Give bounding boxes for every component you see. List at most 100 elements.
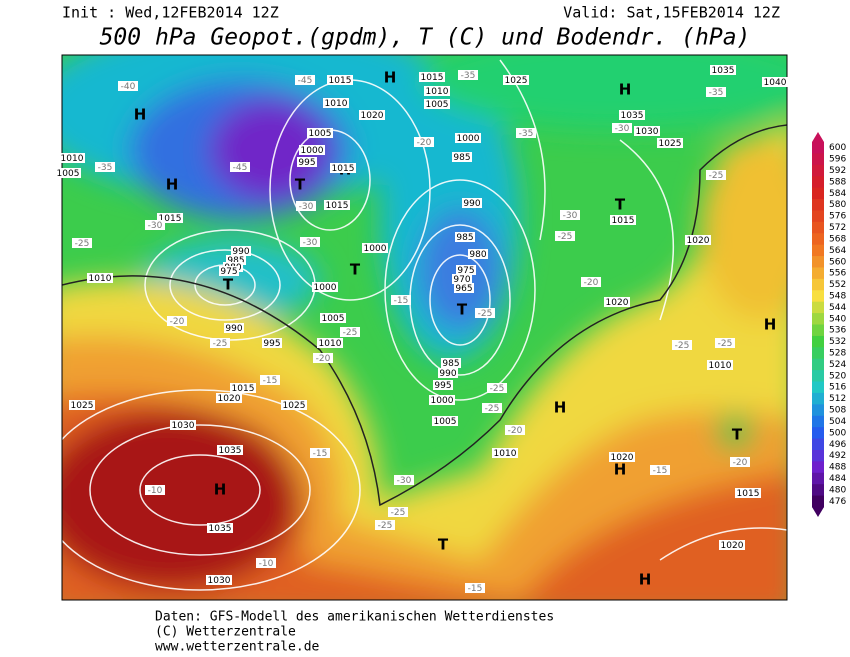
isobar-label: 1015: [612, 216, 635, 226]
label-box: [375, 520, 395, 530]
label-box: [492, 448, 518, 458]
pressure-center: H: [639, 571, 652, 589]
temperature-label: -15: [313, 449, 328, 459]
temperature-label: -35: [709, 88, 724, 98]
temperature-label: -30: [563, 211, 578, 221]
temperature-label: -20: [170, 317, 185, 327]
label-box: [414, 137, 434, 147]
legend-cell: [812, 210, 824, 223]
isobar-label: 1005: [426, 100, 449, 110]
label-box: [145, 220, 165, 230]
label-box: [230, 162, 250, 172]
label-box: [224, 323, 244, 333]
label-box: [468, 249, 488, 259]
label-box: [300, 237, 320, 247]
temperature-label: -35: [519, 129, 534, 139]
label-box: [299, 145, 325, 155]
label-box: [458, 70, 478, 80]
isobar-label: 1010: [426, 87, 449, 97]
footer-url: www.wetterzentrale.de: [155, 640, 320, 655]
legend-cell: [812, 142, 824, 154]
isobar-label: 995: [298, 158, 315, 168]
legend-cell: [812, 472, 824, 485]
label-box: [719, 540, 745, 550]
pressure-center: T: [457, 301, 468, 319]
label-box: [735, 488, 761, 498]
legend-cell: [812, 256, 824, 268]
legend-cell: [812, 347, 824, 360]
pressure-center: H: [134, 106, 147, 124]
isobar-label: 1010: [61, 154, 84, 164]
label-box: [217, 445, 243, 455]
isobar-label: 1035: [712, 66, 735, 76]
map-frame: [61, 54, 788, 601]
label-box: [475, 308, 495, 318]
isobar-label: 975: [457, 266, 474, 276]
legend-cell: [812, 438, 824, 451]
legend-cell: [812, 164, 824, 177]
temperature-label: -25: [343, 328, 358, 338]
label-box: [503, 75, 529, 85]
isobar-label: 1015: [737, 489, 760, 499]
legend-cell: [812, 199, 824, 211]
isobar-label: 1015: [332, 164, 355, 174]
label-box: [295, 75, 315, 85]
isobar-label: 1020: [721, 541, 744, 551]
label-box: [281, 400, 307, 410]
pressure-center: H: [619, 81, 632, 99]
label-box: [419, 72, 445, 82]
label-box: [609, 452, 635, 462]
legend-cell: [812, 381, 824, 394]
temperature-label: -30: [148, 221, 163, 231]
isobar-label: 1025: [505, 76, 528, 86]
legend-arrow-top: [812, 132, 824, 142]
label-box: [157, 213, 183, 223]
temperature-label: -10: [259, 559, 274, 569]
isobar-label: 1020: [611, 453, 634, 463]
temperature-label: -30: [397, 476, 412, 486]
temperature-label: -15: [263, 376, 278, 386]
label-box: [69, 400, 95, 410]
temperature-label: -20: [584, 278, 599, 288]
label-box: [487, 383, 507, 393]
isobar-label: 990: [225, 324, 242, 334]
legend-cell: [812, 449, 824, 462]
label-box: [297, 157, 317, 167]
label-box: [433, 380, 453, 390]
label-box: [219, 266, 239, 276]
isobar-label: 1025: [283, 401, 306, 411]
isobar-label: 985: [456, 233, 473, 243]
label-box: [145, 485, 165, 495]
isobar-label: 1030: [172, 421, 195, 431]
isobar-label: 990: [463, 199, 480, 209]
legend-cell: [812, 358, 824, 371]
isobar-label: 1010: [89, 274, 112, 284]
temperature-label: -25: [485, 404, 500, 414]
valid-time: Valid: Sat,15FEB2014 12Z: [563, 4, 780, 22]
legend-cell: [812, 415, 824, 428]
legend-arrow-bottom: [812, 507, 824, 517]
legend-tick-label: 576: [829, 212, 846, 222]
legend-tick-label: 532: [829, 337, 846, 347]
isobar-label: 1000: [314, 283, 337, 293]
temperature-label: -40: [121, 82, 136, 92]
legend-tick-label: 580: [829, 200, 846, 210]
legend-tick-label: 528: [829, 349, 846, 359]
label-box: [454, 283, 474, 293]
legend-tick-label: 484: [829, 474, 846, 484]
temperature-label: -15: [468, 584, 483, 594]
isobar-label: 1025: [659, 139, 682, 149]
pressure-center: H: [764, 316, 777, 334]
isobar-label: 1000: [364, 244, 387, 254]
isotherm-552: [62, 124, 787, 507]
temperature-label: -20: [417, 138, 432, 148]
isobar-label: 1005: [434, 417, 457, 427]
isobar-label: 1020: [606, 298, 629, 308]
label-box: [706, 170, 726, 180]
label-box: [388, 507, 408, 517]
label-box: [455, 133, 481, 143]
legend-cell: [812, 153, 824, 166]
temperature-label: -35: [461, 71, 476, 81]
